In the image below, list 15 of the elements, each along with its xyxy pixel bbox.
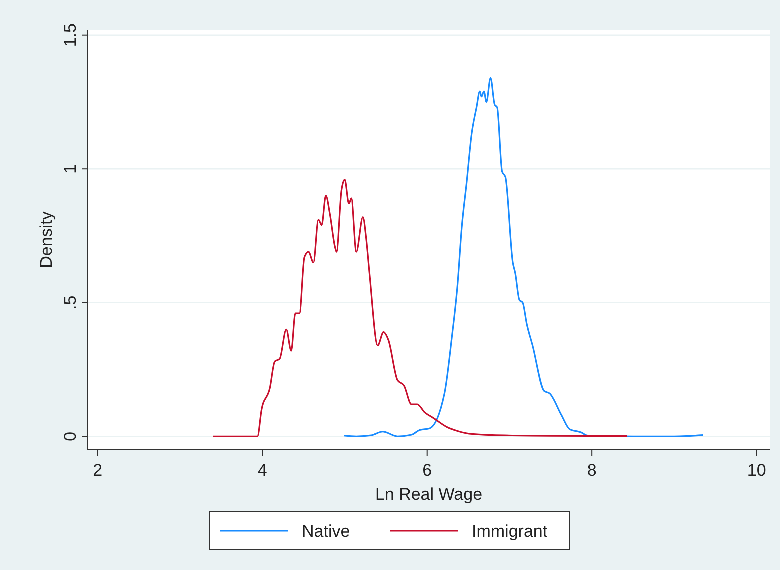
line-series xyxy=(212,179,628,438)
x-tick-label: 8 xyxy=(587,461,597,480)
x-tick-label: 4 xyxy=(258,461,268,480)
x-tick-label: 10 xyxy=(747,461,766,480)
y-tick-label: 1 xyxy=(61,164,80,174)
x-axis-title: Ln Real Wage xyxy=(375,485,483,504)
legend-label: Immigrant xyxy=(472,522,548,541)
y-tick-label: 0 xyxy=(61,432,80,442)
y-tick-label: .5 xyxy=(61,296,80,310)
y-axis-title: Density xyxy=(37,211,56,268)
line-series xyxy=(343,77,704,438)
x-tick-label: 2 xyxy=(93,461,103,480)
y-tick-label: 1.5 xyxy=(61,24,80,48)
x-tick-label: 6 xyxy=(422,461,432,480)
legend-label: Native xyxy=(302,522,350,541)
